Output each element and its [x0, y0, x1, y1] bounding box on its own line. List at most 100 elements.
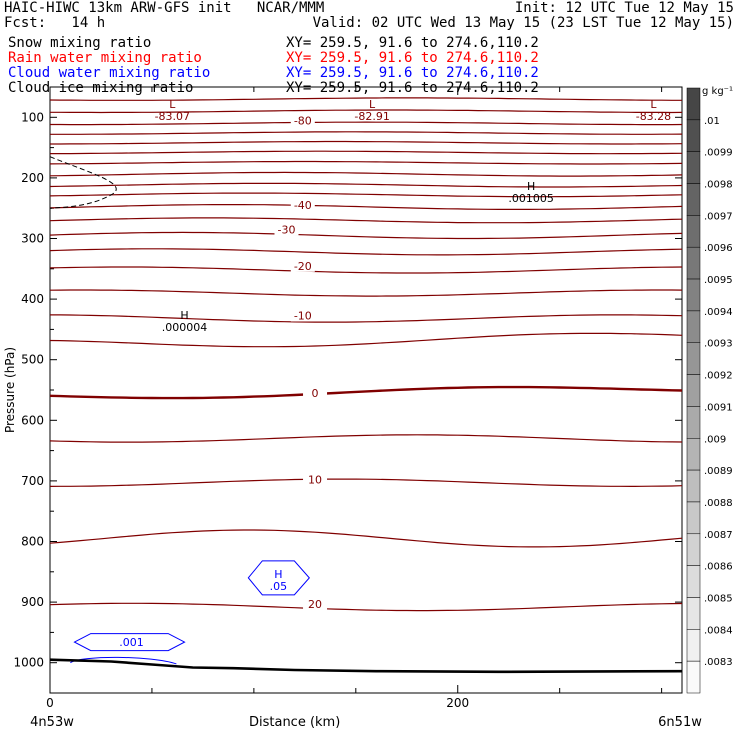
isotherm-label: 20 [308, 598, 322, 611]
y-tick-label: 500 [21, 353, 44, 367]
isotherm-line [49, 204, 683, 210]
isotherm-line [49, 434, 683, 443]
y-tick-label: 300 [21, 232, 44, 246]
colorbar-cell [686, 374, 701, 407]
extremum-value: -82.91 [354, 110, 389, 123]
y-tick-label: 900 [21, 595, 44, 609]
x-tick-label: 200 [446, 696, 469, 710]
colorbar-tick-label: .0097 [704, 211, 733, 222]
y-tick-label: 1000 [13, 656, 44, 670]
colorbar-tick-label: .0088 [704, 498, 733, 509]
header-line1-right: Init: 12 UTC Tue 12 May 15 [514, 0, 734, 16]
y-axis-label: Pressure (hPa) [3, 347, 17, 433]
colorbar-unit-label: g kg⁻¹ [702, 86, 733, 97]
colorbar-tick-label: .0094 [704, 307, 733, 318]
x-tick-label: 0 [46, 696, 54, 710]
isotherm-line [49, 160, 683, 165]
colorbar-cell [686, 342, 701, 375]
colorbar-tick-label: .0093 [704, 339, 733, 350]
cloud-water-contour [247, 560, 311, 596]
isotherm-label-bg [290, 114, 315, 127]
field-rain-xy: XY= 259.5, 91.6 to 274.6,110.2 [286, 50, 539, 66]
isotherm-line [49, 385, 683, 400]
x-endpoint-right: 6n51w [658, 715, 702, 730]
isotherm-line [50, 314, 683, 323]
isotherm-line [49, 182, 683, 188]
isotherm-line [49, 332, 683, 348]
x-axis-label: Distance (km) [249, 715, 340, 730]
isotherm-line [49, 529, 683, 548]
colorbar-tick-label: .0083 [704, 657, 733, 668]
y-tick-label: 200 [21, 171, 44, 185]
isotherm-line [49, 602, 683, 612]
isotherm-line [49, 478, 683, 488]
colorbar-cell [686, 629, 701, 662]
y-tick-label: 800 [21, 535, 44, 549]
extremum-value: .000004 [162, 321, 208, 334]
isotherm-label-bg [290, 309, 315, 322]
colorbar-tick-label: .0096 [704, 243, 733, 254]
extremum-marker: H [274, 568, 282, 581]
terrain-surface [49, 658, 683, 674]
extremum-marker: L [169, 98, 176, 111]
y-tick-label: 700 [21, 474, 44, 488]
colorbar-cell [686, 183, 701, 216]
cloud-water-label: .001 [119, 636, 144, 649]
extremum-marker: L [650, 98, 657, 111]
colorbar-cell [686, 310, 701, 343]
colorbar-cell [686, 406, 701, 439]
colorbar-tick-label: .0087 [704, 530, 733, 541]
colorbar-cell [686, 215, 701, 248]
isotherm-line [50, 109, 683, 114]
header-line1-left: HAIC-HIWC 13km ARW-GFS init NCAR/MMM [4, 0, 325, 16]
extremum-value: -83.28 [636, 110, 671, 123]
field-cloudwater-name: Cloud water mixing ratio [8, 65, 211, 81]
cloud-ice-contour [49, 156, 117, 209]
field-cloudice-name: Cloud ice mixing ratio [8, 80, 194, 96]
isotherm-line [49, 266, 683, 274]
isotherm-line [49, 192, 683, 198]
y-tick-label: 100 [21, 110, 44, 124]
isotherm-label: -10 [294, 309, 312, 322]
isotherm-label: 10 [308, 474, 322, 487]
colorbar-tick-label: .0092 [704, 371, 733, 382]
isotherm-line [49, 289, 683, 297]
colorbar-cell [686, 533, 701, 566]
colorbar-tick-label: .0089 [704, 466, 733, 477]
y-tick-label: 400 [21, 292, 44, 306]
isotherm-label-bg [303, 473, 328, 486]
isotherm-line [49, 248, 683, 256]
colorbar-tick-label: .0098 [704, 180, 733, 191]
isotherm-label-bg [303, 597, 328, 610]
field-cloudwater-xy: XY= 259.5, 91.6 to 274.6,110.2 [286, 65, 539, 81]
colorbar-cell [686, 438, 701, 471]
field-rain-name: Rain water mixing ratio [8, 50, 202, 66]
isotherm-line [50, 140, 683, 145]
isotherm-label-bg [303, 387, 328, 400]
isotherm-line [50, 131, 683, 135]
extremum-marker: L [369, 98, 376, 111]
colorbar-tick-label: .0085 [704, 593, 733, 604]
y-tick-label: 600 [21, 413, 44, 427]
colorbar-cell [686, 501, 701, 535]
cloud-water-contour [73, 633, 186, 652]
colorbar-tick-label: .0091 [704, 402, 733, 413]
isotherm-label: 0 [312, 387, 319, 400]
colorbar-tick-label: .0099 [704, 148, 733, 159]
x-endpoint-left: 4n53w [30, 715, 74, 730]
extremum-value: .001005 [508, 192, 554, 205]
isotherm-line [50, 121, 683, 126]
colorbar-tick-label: .01 [704, 116, 720, 127]
isotherm-line [49, 171, 683, 177]
isotherm-label-bg [290, 259, 315, 272]
colorbar-tick-label: .0095 [704, 275, 733, 286]
field-cloudice-xy: XY= 259.5, 91.6 to 274.6,110.2 [286, 80, 539, 96]
isotherm-label-bg [290, 199, 315, 212]
isotherm-line [49, 217, 683, 224]
colorbar-cell [686, 660, 701, 694]
colorbar-cell [686, 469, 701, 503]
colorbar-cell [686, 246, 701, 280]
colorbar-cell [686, 597, 701, 630]
isotherm-line [50, 150, 683, 155]
colorbar-tick-label: .0084 [704, 625, 733, 636]
